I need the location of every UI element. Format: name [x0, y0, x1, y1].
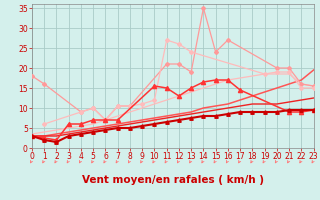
X-axis label: Vent moyen/en rafales ( km/h ): Vent moyen/en rafales ( km/h ): [82, 175, 264, 185]
